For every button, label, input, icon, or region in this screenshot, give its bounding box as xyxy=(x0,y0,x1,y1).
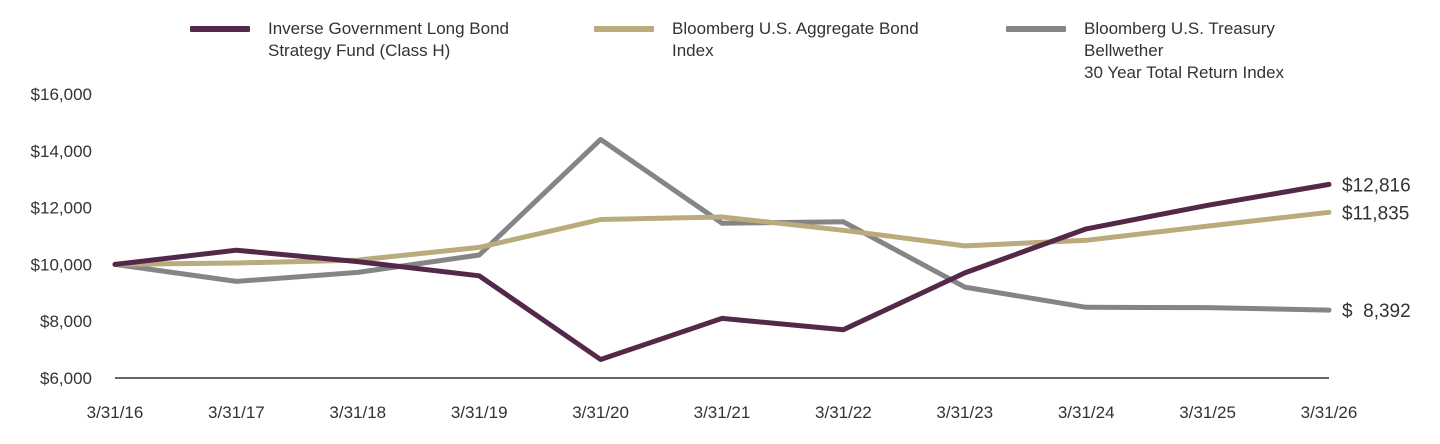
legend-label-inverse-fund: Inverse Government Long Bond Strategy Fu… xyxy=(268,18,538,62)
series-line xyxy=(112,181,1332,362)
chart-legend: Inverse Government Long Bond Strategy Fu… xyxy=(0,18,1440,82)
x-tick-label: 3/31/21 xyxy=(694,403,751,422)
x-tick-label: 3/31/25 xyxy=(1179,403,1236,422)
legend-label-line2: Strategy Fund (Class H) xyxy=(268,41,451,60)
end-value-label: $12,816 xyxy=(1342,175,1411,196)
y-tick-label: $14,000 xyxy=(31,142,92,161)
end-value-label: $ 8,392 xyxy=(1342,301,1411,322)
legend-swatch-inverse-fund xyxy=(190,26,250,32)
legend-item-aggregate-index: Bloomberg U.S. Aggregate Bond Index xyxy=(594,18,942,62)
end-value-label: $11,835 xyxy=(1342,203,1409,224)
x-tick-label: 3/31/18 xyxy=(329,403,386,422)
x-tick-label: 3/31/26 xyxy=(1301,403,1358,422)
series-line xyxy=(112,209,1332,267)
x-axis: 3/31/16 3/31/17 3/31/18 3/31/19 3/31/20 3/31/… xyxy=(87,377,1358,422)
y-axis: $6,000 $8,000 $10,000 $12,000 $14,000 $16,000 xyxy=(31,85,92,388)
x-tick-label: 3/31/19 xyxy=(451,403,508,422)
legend-label-line2: 30 Year Total Return Index xyxy=(1084,63,1285,82)
x-tick-label: 3/31/17 xyxy=(208,403,265,422)
legend-label-aggregate-index: Bloomberg U.S. Aggregate Bond Index xyxy=(672,18,942,62)
legend-swatch-treasury-index xyxy=(1006,26,1066,32)
x-tick-label: 3/31/24 xyxy=(1058,403,1115,422)
y-tick-label: $16,000 xyxy=(31,85,92,104)
x-tick-label: 3/31/20 xyxy=(572,403,629,422)
series-lines xyxy=(112,136,1332,362)
end-labels: $12,816 $11,835 $ 8,392 xyxy=(1342,175,1411,322)
legend-item-treasury-index: Bloomberg U.S. Treasury Bellwether 30 Ye… xyxy=(1006,18,1354,84)
y-tick-label: $12,000 xyxy=(31,199,92,218)
y-tick-label: $6,000 xyxy=(40,369,92,388)
y-tick-label: $10,000 xyxy=(31,255,92,274)
legend-item-inverse-fund: Inverse Government Long Bond Strategy Fu… xyxy=(190,18,538,62)
legend-label-line2: Index xyxy=(672,41,714,60)
x-tick-label: 3/31/23 xyxy=(936,403,993,422)
legend-label-line1: Inverse Government Long Bond xyxy=(268,19,509,38)
legend-swatch-aggregate-index xyxy=(594,26,654,32)
legend-label-line1: Bloomberg U.S. Aggregate Bond xyxy=(672,19,919,38)
legend-label-line1: Bloomberg U.S. Treasury Bellwether xyxy=(1084,19,1275,60)
x-tick-label: 3/31/22 xyxy=(815,403,872,422)
x-tick-label: 3/31/16 xyxy=(87,403,144,422)
y-tick-label: $8,000 xyxy=(40,312,92,331)
series-line xyxy=(112,136,1332,313)
legend-label-treasury-index: Bloomberg U.S. Treasury Bellwether 30 Ye… xyxy=(1084,18,1354,84)
